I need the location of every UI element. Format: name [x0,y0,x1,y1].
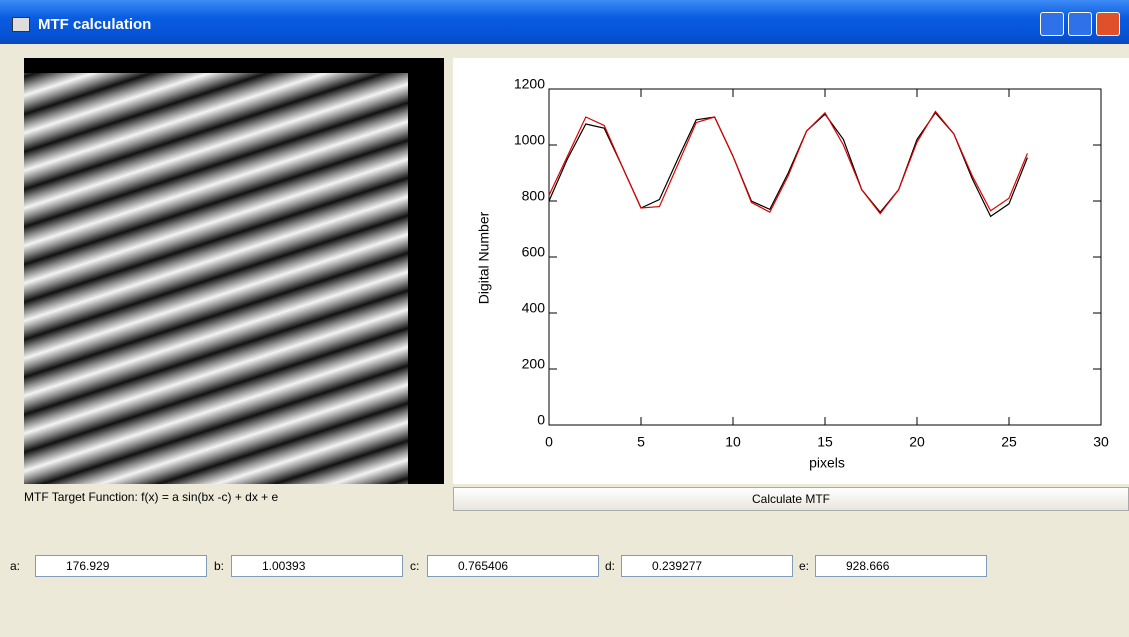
field-input[interactable]: 0.765406 [427,555,599,577]
app-icon [12,17,30,32]
window: MTF calculation pixels Digital Number 0 5… [0,0,1129,637]
target-image [24,58,444,484]
target-function-label: MTF Target Function: f(x) = a sin(bx -c)… [24,490,278,504]
x-tick-label: 25 [1001,434,1017,450]
x-tick-label: 30 [1093,434,1109,450]
minimize-button[interactable] [1040,12,1064,36]
x-tick-label: 15 [817,434,833,450]
x-tick-label: 0 [545,434,553,450]
y-tick-label: 1000 [514,132,545,148]
field-label: a: [10,559,20,573]
y-tick-label: 600 [522,244,546,260]
x-axis-label: pixels [809,455,845,471]
y-tick-label: 200 [522,356,546,372]
field-input[interactable]: 1.00393 [231,555,403,577]
x-tick-label: 5 [637,434,645,450]
field-label: d: [605,559,615,573]
field-input[interactable]: 0.239277 [621,555,793,577]
y-tick-label: 800 [522,188,546,204]
close-button[interactable] [1096,12,1120,36]
field-label: b: [214,559,224,573]
calculate-button[interactable]: Calculate MTF [453,487,1129,511]
plot-panel: pixels Digital Number 0 5 10 15 20 25 30 0 200 40… [453,58,1129,484]
maximize-button[interactable] [1068,12,1092,36]
window-title: MTF calculation [38,16,151,33]
y-tick-label: 1200 [514,76,545,92]
x-tick-label: 10 [725,434,741,450]
y-tick-label: 0 [537,412,545,428]
field-label: e: [799,559,809,573]
field-input[interactable]: 176.929 [35,555,207,577]
y-tick-label: 400 [522,300,546,316]
field-label: c: [410,559,419,573]
title-bar: MTF calculation [0,0,1129,44]
x-tick-label: 20 [909,434,925,450]
field-input[interactable]: 928.666 [815,555,987,577]
y-axis-label: Digital Number [476,211,492,304]
